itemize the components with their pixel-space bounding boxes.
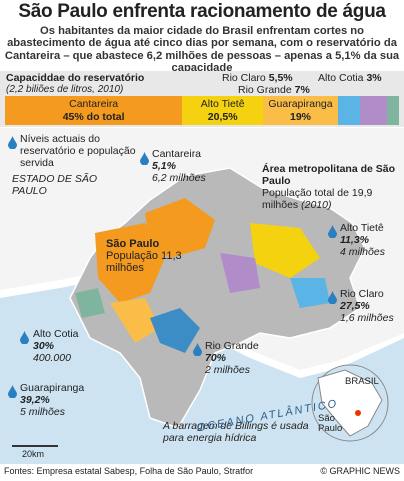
reservoir-level: 11,3% bbox=[340, 234, 369, 246]
capacity-title: Capaciddae do reservatório bbox=[6, 72, 145, 84]
billings-note: A barragem de Billings é usada para ener… bbox=[163, 420, 309, 444]
segment-label: 45% do total bbox=[62, 111, 125, 123]
reservoir-level: 27,5% bbox=[340, 300, 370, 312]
segment-name: Rio Grande bbox=[238, 84, 292, 96]
sources: Fontes: Empresa estatal Sabesp, Folha de… bbox=[4, 466, 254, 476]
reservoir-name: Alto Tietê bbox=[340, 222, 384, 234]
reservoir-name: Alto Cotia bbox=[33, 328, 79, 340]
metro-label: Área metropolitana de São Paulo População… bbox=[262, 163, 402, 211]
capacity-segment: Guarapiranga 19% bbox=[263, 96, 338, 125]
reservoir-name: Guarapiranga bbox=[20, 382, 85, 394]
rio-claro-area bbox=[290, 278, 330, 308]
alto-tiete-area bbox=[250, 223, 320, 278]
sao-paulo-city bbox=[95, 223, 165, 303]
credit: © GRAPHIC NEWS bbox=[320, 466, 400, 476]
metro-year: (2010) bbox=[301, 199, 332, 211]
city-name: São Paulo bbox=[106, 238, 160, 250]
map-legend: Níveis actuais do reservatório e populaç… bbox=[20, 133, 136, 169]
inset-country: BRASIL bbox=[345, 376, 379, 387]
reservoir-name: Rio Grande bbox=[205, 340, 259, 352]
inset-brazil bbox=[317, 369, 383, 437]
capacity-segment bbox=[337, 96, 360, 125]
drop-icon bbox=[8, 385, 17, 398]
capacity-segment: Alto Tietê 20,5% bbox=[182, 96, 264, 125]
inset-marker bbox=[355, 410, 361, 416]
segment-label: 20,5% bbox=[207, 111, 238, 123]
segment-label: 3% bbox=[366, 72, 382, 84]
city-population: População 11,3 milhões bbox=[106, 250, 182, 274]
billings-area bbox=[150, 308, 200, 353]
drop-icon bbox=[8, 136, 17, 149]
reservoir-population: 1,6 milhões bbox=[340, 312, 394, 324]
segment-label: 7% bbox=[294, 84, 310, 96]
segment-name: Rio Claro bbox=[222, 72, 266, 84]
metro-title: Área metropolitana de São Paulo bbox=[262, 163, 396, 187]
reservoir-label: Guarapiranga 39,2% 5 milhões bbox=[20, 382, 84, 418]
drop-icon bbox=[20, 331, 29, 344]
drop-icon bbox=[328, 291, 337, 304]
capacity-note: (2,2 biliões de litros, 2010) bbox=[6, 84, 124, 95]
rio-grande-area bbox=[220, 253, 260, 293]
title: São Paulo enfrenta racionamento de água bbox=[18, 1, 386, 22]
capacity-segment bbox=[387, 96, 399, 125]
reservoir-population: 6,2 milhões bbox=[152, 172, 206, 184]
side-label: Rio Claro 5,5% bbox=[222, 72, 293, 84]
city-label: São Paulo População 11,3 milhões bbox=[106, 238, 186, 274]
segment-name: Cantareira bbox=[69, 98, 119, 110]
guarapiranga-area bbox=[110, 298, 160, 343]
reservoir-name: Rio Claro bbox=[340, 288, 384, 300]
segment-name: Alto Cotia bbox=[318, 72, 364, 84]
reservoir-label: Alto Tietê 11,3% 4 milhões bbox=[340, 222, 385, 258]
subtitle: Os habitantes da maior cidade do Brasil … bbox=[4, 25, 400, 74]
map bbox=[0, 128, 404, 464]
reservoir-level: 70% bbox=[205, 352, 227, 364]
metro-population: População total de 19,9 milhões bbox=[262, 187, 373, 211]
segment-label: 5,5% bbox=[268, 72, 293, 84]
capacity-segment bbox=[359, 96, 388, 125]
side-label: Alto Cotia 3% bbox=[318, 72, 382, 84]
segment-label: 19% bbox=[289, 111, 311, 123]
capacity-segment: Cantareira 45% do total bbox=[5, 96, 183, 125]
scale-label: 20km bbox=[22, 449, 45, 459]
reservoir-label: Cantareira 5,1% 6,2 milhões bbox=[152, 148, 206, 184]
reservoir-population: 2 milhões bbox=[205, 364, 250, 376]
reservoir-level: 30% bbox=[33, 340, 55, 352]
reservoir-name: Cantareira bbox=[152, 148, 202, 160]
drop-icon bbox=[193, 343, 202, 356]
reservoir-label: Alto Cotia 30% 400.000 bbox=[33, 328, 79, 364]
drop-icon bbox=[140, 152, 149, 165]
capacity-bar: Cantareira 45% do total Alto Tietê 20,5% Gua… bbox=[5, 96, 399, 125]
reservoir-population: 5 milhões bbox=[20, 406, 65, 418]
reservoir-level: 39,2% bbox=[20, 394, 50, 406]
reservoir-label: Rio Claro 27,5% 1,6 milhões bbox=[340, 288, 394, 324]
inset-city: São Paulo bbox=[318, 413, 343, 434]
cantareira-area bbox=[145, 198, 215, 258]
reservoir-population: 4 milhões bbox=[340, 246, 385, 258]
reservoir-label: Rio Grande 70% 2 milhões bbox=[205, 340, 259, 376]
alto-cotia-area bbox=[75, 288, 105, 318]
state-label: ESTADO DE SÃO PAULO bbox=[12, 173, 97, 197]
reservoir-population: 400.000 bbox=[33, 352, 71, 364]
side-label: Rio Grande 7% bbox=[238, 84, 310, 96]
segment-name: Guarapiranga bbox=[268, 98, 333, 110]
segment-name: Alto Tietê bbox=[200, 98, 245, 110]
reservoir-level: 5,1% bbox=[152, 160, 176, 172]
drop-icon bbox=[328, 225, 337, 238]
